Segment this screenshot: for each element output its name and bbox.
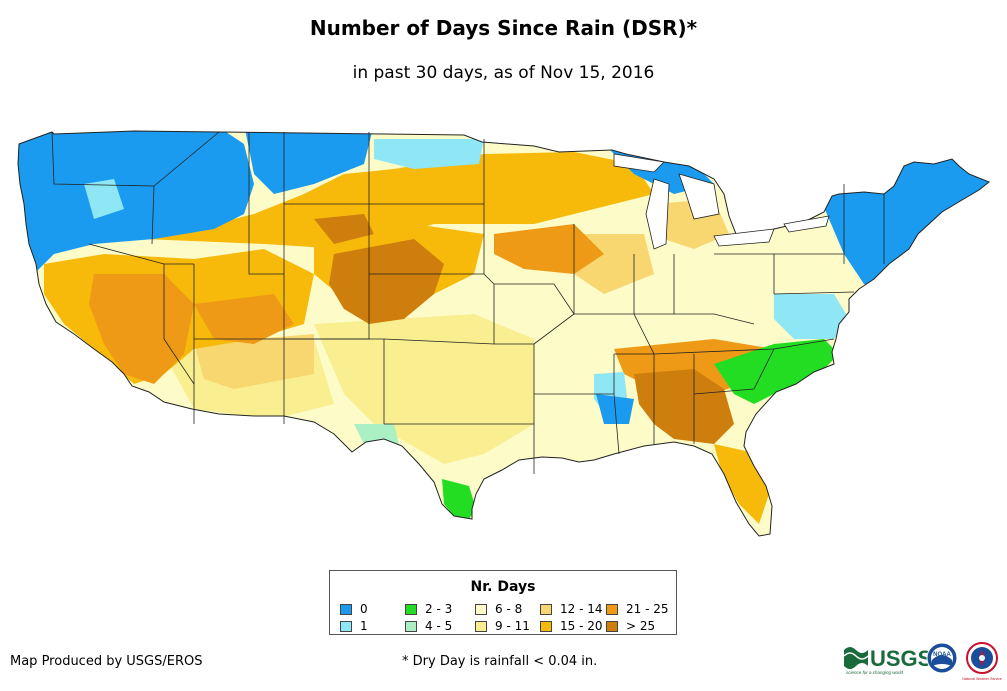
legend-swatch bbox=[475, 603, 487, 615]
legend-label: 0 bbox=[360, 602, 368, 616]
footnote-text: * Dry Day is rainfall < 0.04 in. bbox=[402, 654, 598, 669]
legend-item: 12 - 14 bbox=[540, 602, 603, 616]
noaa-logo: NOAA bbox=[926, 642, 958, 674]
map-subtitle: in past 30 days, as of Nov 15, 2016 bbox=[352, 63, 655, 83]
legend-label: 2 - 3 bbox=[425, 602, 453, 616]
legend-label: 21 - 25 bbox=[626, 602, 669, 616]
legend-label: 12 - 14 bbox=[560, 602, 603, 616]
legend-grid: 0 1 2 - 3 4 - 5 6 - 8 9 - 11 12 - 14 15 … bbox=[340, 602, 670, 634]
map-title: Number of Days Since Rain (DSR)* bbox=[309, 16, 698, 40]
credit-text: Map Produced by USGS/EROS bbox=[10, 654, 203, 669]
dsr-map bbox=[17, 130, 990, 537]
legend-label: 15 - 20 bbox=[560, 619, 603, 633]
legend-label: 1 bbox=[360, 619, 368, 633]
legend-item: 2 - 3 bbox=[405, 602, 452, 616]
legend-item: 6 - 8 bbox=[475, 602, 522, 616]
agency-logos: USGS science for a changing world NOAA N… bbox=[843, 642, 1002, 681]
legend-swatch bbox=[340, 603, 352, 615]
legend-swatch bbox=[475, 620, 487, 632]
legend-label: 9 - 11 bbox=[495, 619, 530, 633]
legend-swatch bbox=[340, 620, 352, 632]
legend-swatch bbox=[540, 620, 552, 632]
nws-logo: National Weather Service bbox=[962, 642, 1002, 681]
legend-swatch bbox=[405, 603, 417, 615]
legend-label: 4 - 5 bbox=[425, 619, 453, 633]
legend-swatch bbox=[606, 620, 618, 632]
legend-item: 0 bbox=[340, 602, 368, 616]
dsr-regions bbox=[18, 131, 989, 536]
svg-text:National Weather Service: National Weather Service bbox=[962, 677, 1002, 681]
legend-item: 21 - 25 bbox=[606, 602, 669, 616]
legend-swatch bbox=[540, 603, 552, 615]
state-boundaries bbox=[51, 131, 885, 474]
legend-item: > 25 bbox=[606, 619, 655, 633]
great-lakes bbox=[613, 153, 830, 250]
legend-swatch bbox=[606, 603, 618, 615]
legend-item: 1 bbox=[340, 619, 368, 633]
legend-label: 6 - 8 bbox=[495, 602, 523, 616]
legend-title: Nr. Days bbox=[470, 579, 536, 595]
legend-label: > 25 bbox=[626, 619, 656, 633]
svg-text:USGS: USGS bbox=[870, 646, 932, 671]
svg-text:science for a changing world: science for a changing world bbox=[846, 670, 904, 675]
legend-item: 9 - 11 bbox=[475, 619, 530, 633]
legend-item: 15 - 20 bbox=[540, 619, 603, 633]
legend-swatch bbox=[405, 620, 417, 632]
svg-text:NOAA: NOAA bbox=[933, 652, 951, 658]
legend-item: 4 - 5 bbox=[405, 619, 452, 633]
legend: Nr. Days 0 1 2 - 3 4 - 5 6 - 8 9 - 11 12… bbox=[329, 570, 677, 635]
usgs-logo: USGS science for a changing world bbox=[843, 646, 932, 675]
